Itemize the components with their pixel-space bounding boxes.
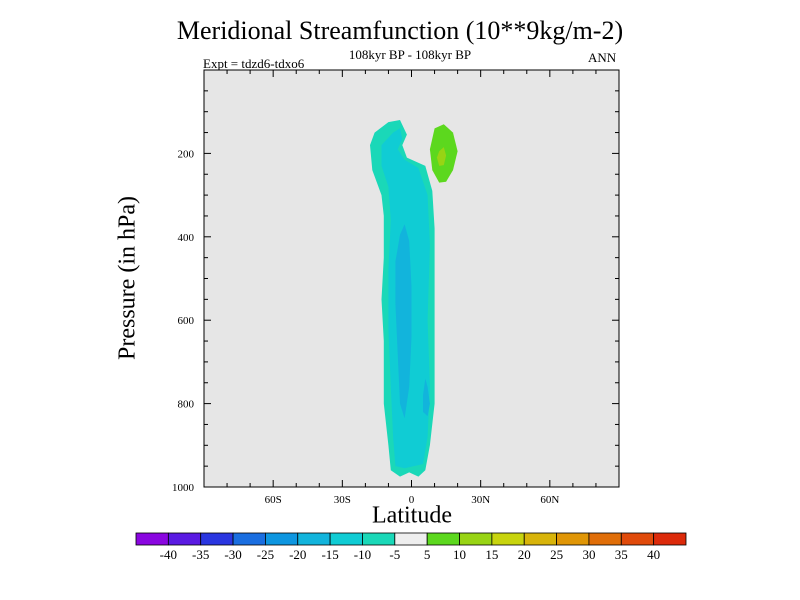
colorbar-label: -40 [160, 547, 177, 562]
colorbar-label: -30 [224, 547, 241, 562]
colorbar-swatch [265, 532, 299, 546]
y-tick-label: 800 [178, 399, 195, 411]
colorbar-swatch [362, 532, 396, 546]
colorbar-swatch [394, 532, 428, 546]
chart-title: Meridional Streamfunction (10**9kg/m-2) [176, 16, 624, 45]
colorbar-label: -5 [389, 547, 400, 562]
colorbar-swatch [426, 532, 460, 546]
colorbar-swatch [459, 532, 493, 546]
chart-subtitle: 108kyr BP - 108kyr BP [348, 47, 472, 62]
colorbar-swatch [653, 532, 687, 546]
colorbar-label: 30 [582, 547, 595, 562]
colorbar-swatch [523, 532, 557, 546]
contour-region-4 [423, 378, 430, 417]
y-tick-label: 1000 [172, 482, 195, 494]
colorbar-swatch [297, 532, 331, 546]
colorbar-label: -10 [354, 547, 371, 562]
x-tick-label: 60N [540, 494, 559, 506]
colorbar-label: -20 [289, 547, 306, 562]
colorbar-swatch [491, 532, 525, 546]
y-tick-label: 200 [178, 148, 195, 160]
colorbar-swatch [588, 532, 622, 546]
colorbar-swatch [329, 532, 363, 546]
colorbar-label: 15 [485, 547, 498, 562]
y-tick-label: 400 [178, 232, 195, 244]
colorbar-label: 25 [550, 547, 563, 562]
colorbar-label: 5 [424, 547, 431, 562]
colorbar-label: -35 [192, 547, 209, 562]
colorbar-swatch [620, 532, 655, 546]
x-tick-label: 30S [334, 494, 351, 506]
x-tick-label: 60S [265, 494, 282, 506]
colorbar-label: -25 [257, 547, 274, 562]
colorbar-swatch [135, 532, 169, 546]
contour-region-3 [395, 224, 412, 419]
colorbar-label: 10 [453, 547, 466, 562]
x-tick-label: 0 [409, 494, 415, 506]
x-tick-label: 30N [471, 494, 490, 506]
colorbar-swatch [556, 532, 590, 546]
colorbar-label: 20 [518, 547, 531, 562]
colorbar-swatch [200, 532, 234, 546]
y-tick-label: 600 [178, 315, 195, 327]
colorbar-swatch [232, 532, 266, 546]
experiment-label: Expt = tdzd6-tdxo6 [203, 56, 305, 71]
x-axis-label: Latitude [372, 502, 452, 529]
season-label: ANN [588, 50, 617, 65]
colorbar-label: 35 [615, 547, 628, 562]
colorbar-swatch [167, 532, 202, 546]
colorbar-label: -15 [321, 547, 338, 562]
contour-region-6 [436, 147, 447, 166]
colorbar-label: 40 [647, 547, 660, 562]
